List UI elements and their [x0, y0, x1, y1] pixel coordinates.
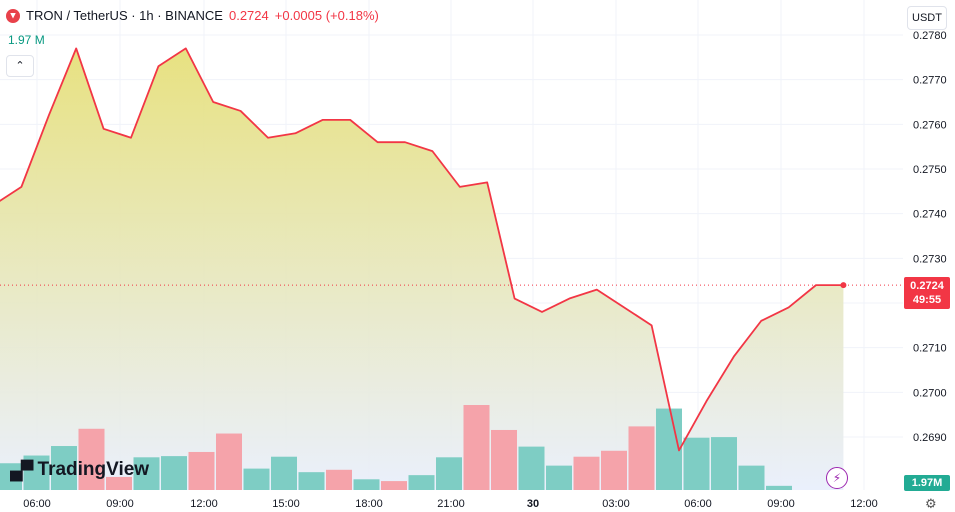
- volume-bar: [711, 437, 737, 490]
- volume-bar: [78, 428, 105, 490]
- last-price-value: 0.2724: [910, 280, 944, 292]
- volume-legend: 1.97 M: [8, 33, 45, 47]
- volume-bar: [463, 405, 490, 490]
- volume-bar: [0, 463, 22, 490]
- price-series-line: [0, 47, 844, 452]
- volume-bar: [408, 475, 435, 490]
- time-axis-bg: [0, 490, 955, 512]
- price-area-fill: [0, 48, 844, 490]
- x-tick-label: 09:00: [767, 498, 795, 510]
- tron-logo-icon: [6, 8, 20, 23]
- volume-bar: [51, 446, 77, 490]
- price-area: [0, 48, 844, 490]
- y-tick-label: 0.2740: [913, 209, 947, 221]
- volume-bar: [326, 469, 352, 490]
- price-change: +0.0005 (+0.18%): [274, 8, 379, 23]
- y-tick-label: 0.2770: [913, 75, 947, 87]
- currency-button[interactable]: USDT: [907, 6, 947, 30]
- x-tick-label: 09:00: [106, 498, 134, 510]
- volume-bar: [766, 485, 792, 490]
- bar-countdown: 49:55: [912, 294, 942, 306]
- volume-bar: [683, 437, 710, 490]
- time-axis: 06:00 09:00 12:00 15:00 18:00 21:00 30 03:00 06:…: [0, 490, 955, 512]
- volume-bar: [243, 468, 270, 490]
- x-tick-label: 15:00: [272, 498, 300, 510]
- volume-bar: [738, 465, 765, 490]
- volume-bars: [0, 405, 792, 490]
- volume-bar: [23, 455, 50, 490]
- x-tick-label: 12:00: [850, 498, 878, 510]
- y-tick-label: 0.2710: [913, 343, 947, 355]
- last-price-tag: 0.2724 49:55: [904, 277, 950, 309]
- current-price: 0.2724: [228, 8, 269, 23]
- volume-bar: [573, 456, 600, 490]
- volume-bar: [628, 426, 655, 490]
- volume-bar: [381, 481, 407, 490]
- volume-bar: [436, 457, 462, 490]
- symbol-title[interactable]: TRON / TetherUS · 1h · BINANCE: [26, 8, 223, 23]
- x-tick-label: 06:00: [23, 498, 51, 510]
- brand-name: TradingView: [37, 459, 150, 480]
- volume-bar: [161, 456, 187, 490]
- last-volume-tag: 1.97M: [904, 475, 950, 491]
- x-tick-label: 30: [527, 498, 539, 510]
- volume-bar: [188, 451, 215, 490]
- y-tick-label: 0.2750: [913, 164, 947, 176]
- volume-bar: [518, 446, 545, 490]
- x-tick-label: 18:00: [355, 498, 383, 510]
- volume-bar: [298, 472, 325, 490]
- volume-bar: [271, 456, 297, 490]
- chart-header: TRON / TetherUS · 1h · BINANCE 0.2724 +0…: [6, 8, 379, 23]
- tradingview-logo[interactable]: ▄▀ TradingView: [10, 459, 149, 481]
- price-axis-bg: [903, 0, 955, 490]
- price-axis: 0.2780 0.2770 0.2760 0.2750 0.2740 0.2730 0.27…: [903, 0, 955, 490]
- volume-bar: [656, 408, 682, 490]
- volume-bar: [133, 457, 160, 490]
- last-price-dot: [840, 282, 847, 289]
- price-line: [0, 47, 903, 452]
- x-tick-label: 03:00: [602, 498, 630, 510]
- x-tick-label: 06:00: [684, 498, 712, 510]
- x-tick-label: 21:00: [437, 498, 465, 510]
- chevron-up-icon[interactable]: ⌃: [6, 55, 34, 77]
- lightning-icon[interactable]: ⚡: [826, 467, 848, 489]
- y-tick-label: 0.2700: [913, 387, 947, 399]
- tradingview-mark-icon: ▄▀: [10, 459, 33, 480]
- y-tick-label: 0.2760: [913, 119, 947, 131]
- volume-bar: [106, 476, 132, 490]
- x-tick-label: 12:00: [190, 498, 218, 510]
- volume-bar: [546, 465, 572, 490]
- y-tick-label: 0.2780: [913, 30, 947, 42]
- volume-bar: [353, 479, 380, 490]
- y-tick-label: 0.2690: [913, 432, 947, 444]
- volume-bar: [491, 429, 517, 490]
- y-tick-label: 0.2730: [913, 253, 947, 265]
- gear-icon[interactable]: ⚙: [925, 496, 937, 511]
- volume-bar: [216, 433, 242, 490]
- volume-bar: [601, 450, 627, 490]
